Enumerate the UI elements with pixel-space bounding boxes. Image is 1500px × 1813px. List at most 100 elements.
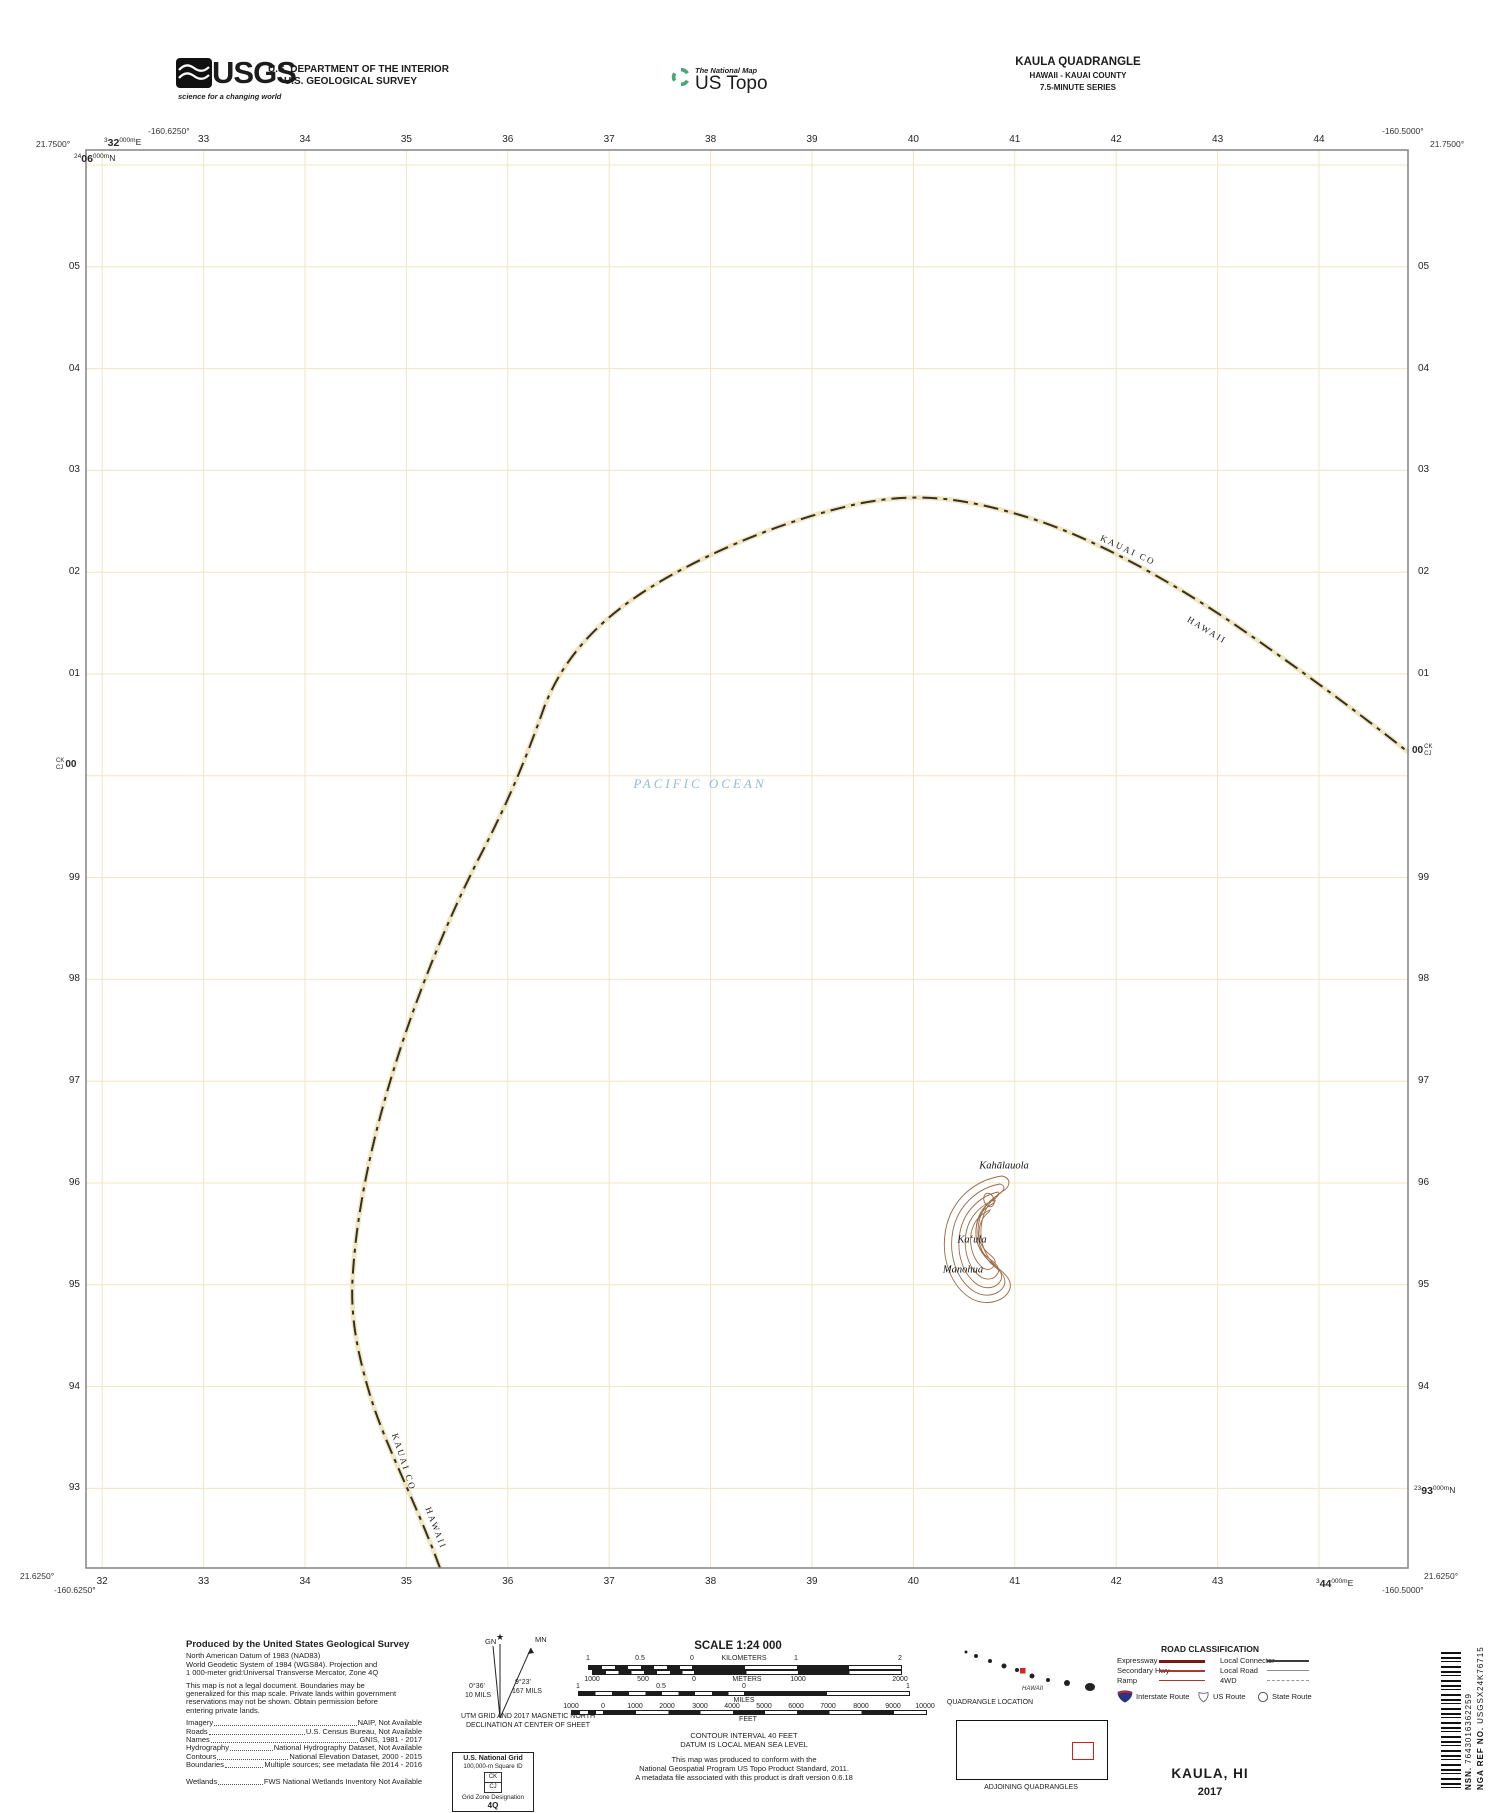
- grid-tick-left: 05: [68, 260, 80, 272]
- disclaimer-line: This map is not a legal document. Bounda…: [186, 1680, 365, 1690]
- scale-tick-label: 500: [637, 1676, 649, 1683]
- grid-tick-right: 99: [1418, 871, 1430, 883]
- scale-tick-label: 0: [601, 1703, 605, 1710]
- grid-tick-right: 01: [1418, 668, 1430, 679]
- scale-tick-label: 0: [692, 1676, 696, 1683]
- grid-tick-bottom: 42: [1110, 1576, 1122, 1587]
- county-label-lower: KAUAI CO: [390, 1432, 418, 1492]
- usng-box: U.S. National Grid 100,000-m Square ID C…: [452, 1752, 534, 1812]
- scale-tick-label: 2000: [892, 1676, 908, 1683]
- nsn-number: NSN.7643016362259: [1464, 1693, 1473, 1790]
- grid-tick-top: 44: [1313, 134, 1325, 145]
- grid-tick-bottom: 33: [198, 1576, 210, 1587]
- contour-note: CONTOUR INTERVAL 40 FEET DATUM IS LOCAL …: [680, 1731, 808, 1749]
- grid-north-label: GN: [485, 1637, 496, 1646]
- source-row: Wetlands FWS National Wetlands Inventory …: [186, 1776, 422, 1786]
- scale-tick-label: 9000: [885, 1703, 901, 1710]
- usng-title: U.S. National Grid: [463, 1755, 523, 1762]
- corner-br-lat: 21.6250°: [1424, 1571, 1459, 1581]
- scale-tick-label: 7000: [820, 1703, 836, 1710]
- island-south-label: Manohua: [942, 1264, 984, 1276]
- grid-tick-right: 05: [1418, 260, 1430, 272]
- scale-bar: [571, 1710, 605, 1715]
- road-class-label: Ramp: [1117, 1676, 1138, 1685]
- scale-tick-label: 5000: [756, 1703, 772, 1710]
- road-class-swatch: [1267, 1680, 1309, 1681]
- grid-tick-bottom: 35: [400, 1576, 412, 1587]
- state-label-lower: HAWAII: [423, 1505, 449, 1551]
- grid-tick-right: 98: [1418, 973, 1430, 985]
- scale-tick-label: 0.5: [635, 1655, 645, 1662]
- grid-tick-top: 43: [1212, 134, 1224, 145]
- grid-tick-right: 02: [1418, 566, 1430, 578]
- grid-tick-top: 35: [400, 134, 412, 145]
- datum-line: World Geodetic System of 1984 (WGS84). P…: [186, 1659, 378, 1669]
- grid-label-easting-first: 332000mE: [104, 137, 142, 149]
- state-label-upper: HAWAII: [1185, 614, 1229, 646]
- grid-tick-bottom: 38: [705, 1576, 717, 1587]
- us-topo-label: US Topo: [695, 73, 768, 94]
- department-heading: U.S. DEPARTMENT OF THE INTERIOR U.S. GEO…: [268, 64, 449, 88]
- location-state-label: HAWAII: [1022, 1686, 1043, 1692]
- source-row: Imagery NAIP, Not Available: [186, 1718, 422, 1728]
- grid-tick-right: 94: [1418, 1380, 1430, 1392]
- island-name-label: Kaʻula: [957, 1234, 987, 1246]
- grid-tick-top: 34: [299, 134, 311, 145]
- usgs-tagline: science for a changing world: [178, 92, 282, 101]
- usng-zone-label: Grid Zone Designation: [462, 1794, 524, 1801]
- disclaimer-line: generalized for this map scale. Private …: [186, 1689, 397, 1699]
- barcode: [1441, 1652, 1461, 1790]
- national-map-logo: The National Map US Topo: [670, 66, 768, 93]
- source-row: Hydrography National Hydrography Dataset,…: [186, 1743, 422, 1753]
- scale-title: SCALE 1:24 000: [694, 1640, 782, 1652]
- road-class-label: Local Connector: [1220, 1656, 1275, 1665]
- credits-title: Produced by the United States Geological…: [186, 1639, 410, 1650]
- state-route-label: State Route: [1272, 1692, 1312, 1701]
- grid-tick-bottom: 34: [299, 1576, 311, 1587]
- usng-square-marker-left: CK CJ 00: [56, 758, 77, 771]
- county-boundary-line: [351, 496, 1409, 1569]
- datum-line: 1 000-meter grid:Universal Transverse Me…: [186, 1668, 379, 1678]
- road-class-label: Secondary Hwy: [1117, 1666, 1170, 1675]
- quadrangle-location-map: HAWAII: [964, 1650, 1095, 1692]
- grid-tick-left: 99: [68, 871, 80, 883]
- nga-ref-number: NGA REF NO.USGSX24K76715: [1476, 1646, 1485, 1790]
- corner-tl-lon: -160.6250°: [148, 126, 190, 136]
- map-neatline: [85, 149, 1409, 1569]
- grid-tick-right: 04: [1418, 362, 1430, 374]
- grid-tick-left: 02: [68, 566, 80, 578]
- scale-tick-label: 1: [794, 1655, 798, 1662]
- scale-tick-label: 1: [586, 1655, 590, 1662]
- scale-tick-label: 2000: [659, 1703, 675, 1710]
- disclaimer-line: entering private lands.: [186, 1705, 260, 1715]
- declination-caption: UTM GRID AND 2017 MAGNETIC NORTH DECLINA…: [460, 1713, 596, 1729]
- quadrangle-title: KAULA QUADRANGLE: [1015, 56, 1141, 68]
- corner-tr-lon: -160.5000°: [1382, 126, 1424, 136]
- county-boundary-casing: [349, 495, 1410, 1569]
- grid-tick-right: 96: [1418, 1177, 1430, 1188]
- road-class-swatch: [1159, 1670, 1205, 1672]
- road-class-label: Local Road: [1220, 1666, 1258, 1675]
- miles-unit: MILES: [733, 1697, 755, 1704]
- scale-tick-label: 0.5: [656, 1683, 666, 1690]
- grid-tick-top: 41: [1009, 134, 1021, 145]
- quadrangle-heading: KAULA QUADRANGLE HAWAII - KAUAI COUNTY 7…: [998, 56, 1158, 92]
- source-row: Names GNIS, 1981 - 2017: [186, 1735, 422, 1745]
- scale-bar: [592, 1670, 696, 1675]
- grid-tick-right: 95: [1418, 1278, 1430, 1290]
- true-north-star-icon: ★: [496, 1632, 504, 1642]
- scale-bar: [578, 1691, 746, 1696]
- road-class-swatch: [1159, 1660, 1205, 1663]
- scale-tick-label: 1000: [627, 1703, 643, 1710]
- grid-tick-top: 37: [603, 134, 615, 145]
- usng-zone: 4Q: [487, 1801, 499, 1810]
- grid-tick-bottom: 32: [96, 1576, 108, 1587]
- sheet-year: 2017: [1197, 1786, 1223, 1798]
- scale-bar: [744, 1691, 910, 1696]
- svg-text:167 MILS: 167 MILS: [512, 1688, 542, 1695]
- grid-tick-left: 95: [68, 1278, 80, 1290]
- scale-tick-label: 6000: [788, 1703, 804, 1710]
- adjoining-current-quad-marker: [1072, 1742, 1094, 1760]
- grid-tick-bottom: 43: [1212, 1576, 1224, 1587]
